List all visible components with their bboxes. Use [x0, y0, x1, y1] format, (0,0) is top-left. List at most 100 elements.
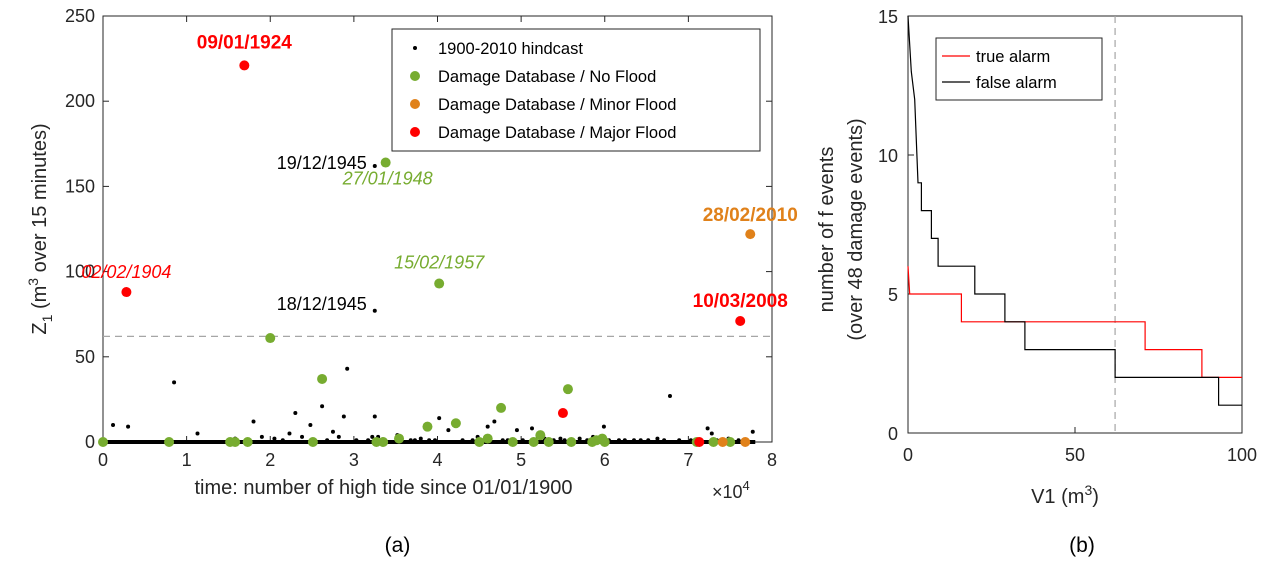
series-line-0: [907, 266, 1242, 378]
hindcast-point: [372, 414, 377, 419]
damage-point-1: [450, 418, 461, 429]
hindcast-point: [470, 438, 475, 443]
panel-a-ticks: 0 1 2 3 4 5 6 7 8 0 50 100 150 200 250: [65, 6, 777, 470]
hindcast-point: [514, 428, 519, 433]
hindcast-point: [485, 424, 490, 429]
damage-point-1: [422, 421, 433, 432]
damage-point-1: [566, 437, 577, 447]
damage-point-1: [562, 384, 573, 395]
damage-point-1: [599, 437, 610, 447]
hindcast-point: [195, 431, 200, 436]
hindcast-point: [632, 438, 637, 443]
panel-b-ticks: 0 50 100 0 5 10 15: [878, 7, 1257, 465]
panel-a-x-exponent: ×104: [712, 478, 750, 502]
damage-point-1: [543, 437, 554, 447]
hindcast-point: [427, 438, 432, 443]
damage-point-3: [694, 437, 705, 447]
hindcast-point: [341, 414, 346, 419]
hindcast-point: [601, 424, 606, 429]
hindcast-point: [558, 436, 563, 441]
legend-entry: Damage Database / Major Flood: [438, 124, 676, 142]
damage-point-1: [482, 433, 493, 444]
series-line-1: [907, 15, 1242, 406]
panel-a-annotations: 09/01/1924 02/02/1904 19/12/1945 18/12/1945…: [81, 32, 797, 313]
x-tick-label: 5: [516, 450, 526, 470]
damage-point-3: [121, 287, 132, 298]
hindcast-point: [366, 438, 371, 443]
damage-point-1: [230, 437, 241, 447]
hindcast-point: [437, 416, 442, 421]
hindcast-point: [500, 438, 505, 443]
hindcast-point: [622, 438, 627, 443]
x-tick-label: 4: [432, 450, 442, 470]
hindcast-point: [667, 393, 672, 398]
legend-entry: Damage Database / Minor Flood: [438, 96, 676, 114]
y-tick-label: 200: [65, 91, 95, 111]
damage-point-1: [164, 437, 175, 447]
damage-point-1: [265, 333, 276, 344]
damage-point-1: [507, 437, 518, 447]
panel-a-y-axis-label: Z1 (m3 over 15 minutes): [25, 123, 55, 334]
damage-point-1: [394, 433, 405, 444]
x-tick-label: 0: [903, 445, 913, 465]
panel-b-caption: (b): [1069, 534, 1095, 557]
hindcast-point: [370, 434, 375, 439]
damage-point-1: [528, 437, 539, 447]
x-tick-label: 6: [600, 450, 610, 470]
hindcast-point: [251, 419, 256, 424]
y-tick-label: 5: [888, 285, 898, 305]
hindcast-point: [577, 436, 582, 441]
y-tick-label: 10: [878, 146, 898, 166]
hindcast-point: [308, 422, 313, 427]
hindcast-point: [432, 438, 437, 443]
damage-point-1: [380, 157, 391, 168]
panel-a-chart: 0 1 2 3 4 5 6 7 8 0 50 100 150 200 250 09/01/1924 02/02…: [25, 6, 798, 502]
damage-point-1: [496, 402, 507, 413]
annotation-label: 28/02/2010: [703, 205, 798, 226]
hindcast-point: [272, 436, 277, 441]
panel-a-caption: (a): [385, 534, 411, 557]
legend-entry: true alarm: [976, 48, 1050, 66]
damage-point-1: [474, 437, 485, 447]
x-tick-label: 1: [182, 450, 192, 470]
hindcast-point: [345, 366, 350, 371]
panel-b-data: [907, 15, 1242, 406]
y-tick-label: 150: [65, 176, 95, 196]
panel-a-legend: 1900-2010 hindcast Damage Database / No F…: [391, 28, 761, 152]
y-tick-label: 0: [85, 432, 95, 452]
legend-entry: 1900-2010 hindcast: [438, 40, 583, 58]
panel-b-y-axis-label-line1: number of f events: [816, 147, 838, 313]
hindcast-point: [677, 438, 682, 443]
legend-box: [935, 37, 1103, 101]
annotation-label: 02/02/1904: [81, 262, 171, 282]
hindcast-point: [408, 438, 413, 443]
x-tick-label: 0: [98, 450, 108, 470]
annotation-label: 09/01/1924: [197, 32, 293, 53]
hindcast-point: [259, 434, 264, 439]
hindcast-point: [325, 438, 330, 443]
x-tick-label: 2: [265, 450, 275, 470]
damage-point-1: [242, 437, 253, 447]
hindcast-point: [638, 438, 643, 443]
hindcast-point: [492, 419, 497, 424]
hindcast-point: [418, 436, 423, 441]
annotation-label: 15/02/1957: [394, 253, 485, 273]
hindcast-point: [320, 404, 325, 409]
legend-entry: false alarm: [976, 74, 1057, 92]
damage-point-1: [708, 437, 719, 447]
panel-a-data: [98, 60, 756, 447]
x-tick-label: 50: [1065, 445, 1085, 465]
hindcast-point: [172, 380, 177, 385]
panel-b-legend: true alarm false alarm: [935, 37, 1103, 101]
y-tick-label: 50: [75, 347, 95, 367]
hindcast-point: [709, 431, 714, 436]
hindcast-point: [460, 438, 465, 443]
y-tick-label: 100: [65, 262, 95, 282]
hindcast-point: [446, 428, 451, 433]
hindcast-point: [330, 429, 335, 434]
hindcast-point: [736, 438, 741, 443]
panel-b-chart: 0 50 100 0 5 10 15 true alarm false alarm V1 (m…: [816, 7, 1257, 508]
damage-point-1: [98, 437, 108, 447]
panel-a-x-axis-label: time: number of high tide since 01/01/19…: [194, 477, 572, 499]
